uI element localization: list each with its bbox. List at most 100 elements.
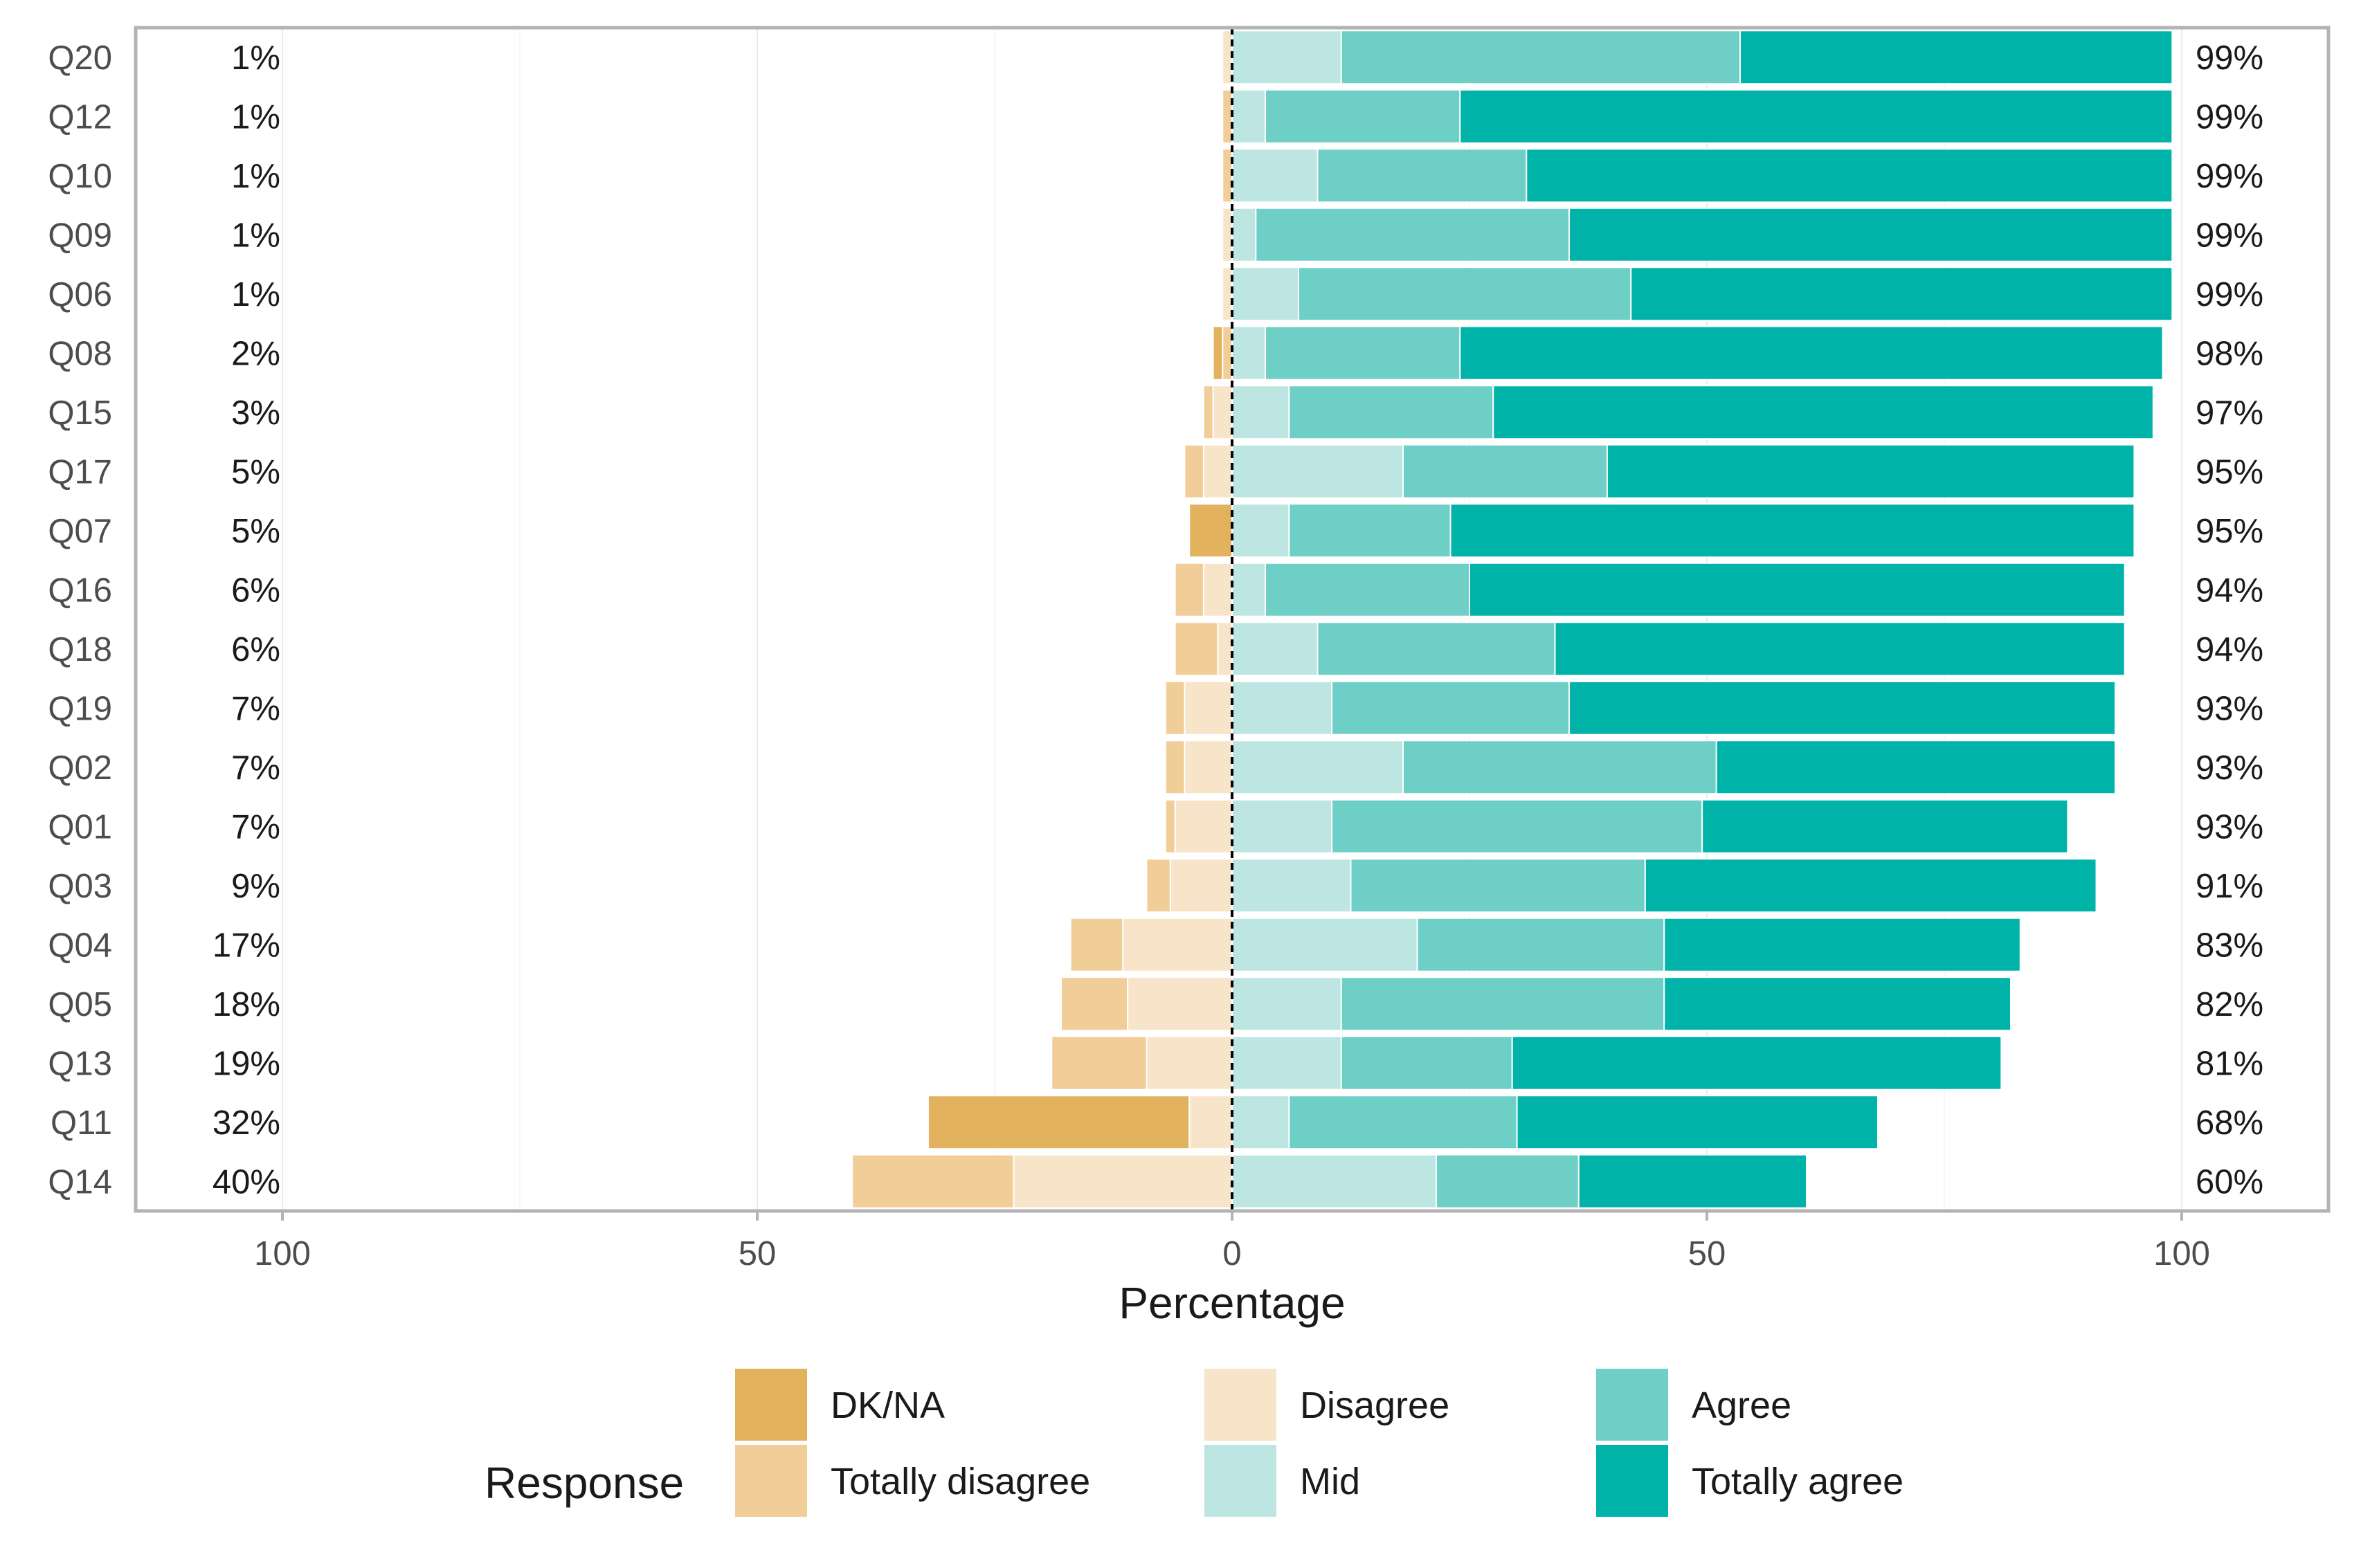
legend-label: DK/NA xyxy=(831,1385,945,1426)
x-axis-ticks: 100 50 0 50 100 xyxy=(254,1212,2210,1273)
category-label: Q12 xyxy=(48,98,112,136)
bar-q11-agree xyxy=(1288,1095,1518,1150)
left-percent-label: 6% xyxy=(231,631,280,668)
bar-q02-totally-disagree xyxy=(1164,740,1186,795)
bar-q12-agree xyxy=(1265,89,1461,144)
bar-q02-agree xyxy=(1402,740,1717,795)
bar-q16-mid xyxy=(1231,562,1267,617)
bar-q08-agree xyxy=(1265,325,1461,381)
bar-q06-agree xyxy=(1298,266,1632,322)
bar-q08-mid xyxy=(1231,325,1267,381)
bar-q06-totally-agree xyxy=(1630,266,2173,322)
category-label: Q05 xyxy=(48,986,112,1023)
legend-label: Agree xyxy=(1692,1385,1791,1426)
category-label: Q06 xyxy=(48,276,112,313)
bar-q11-dk-na xyxy=(927,1095,1191,1150)
right-percent-label: 95% xyxy=(2196,453,2263,491)
left-percent-label: 7% xyxy=(231,749,280,787)
right-percent-label: 95% xyxy=(2196,513,2263,550)
bar-q15-disagree xyxy=(1212,385,1233,440)
left-percent-label: 6% xyxy=(231,572,280,609)
bar-q12-mid xyxy=(1231,89,1267,144)
bar-q01-mid xyxy=(1231,799,1333,854)
bar-q04-mid xyxy=(1231,917,1418,972)
bar-q13-totally-disagree xyxy=(1051,1035,1148,1091)
bar-q17-agree xyxy=(1402,444,1608,499)
legend-label: Disagree xyxy=(1300,1385,1449,1426)
x-axis-title: Percentage xyxy=(1119,1278,1345,1328)
bar-q18-disagree xyxy=(1217,621,1233,677)
right-percent-label: 99% xyxy=(2196,276,2263,313)
bar-q11-disagree xyxy=(1188,1095,1233,1150)
right-percent-label: 60% xyxy=(2196,1163,2263,1201)
legend: Response DK/NA Totally disagree Disagree Mi… xyxy=(485,1369,1903,1517)
bar-q01-totally-disagree xyxy=(1164,799,1176,854)
left-percent-label: 1% xyxy=(231,39,280,77)
bars xyxy=(851,30,2173,1209)
left-percent-label: 7% xyxy=(231,808,280,846)
bar-q16-totally-agree xyxy=(1469,562,2126,617)
bar-q06-mid xyxy=(1231,266,1300,322)
bar-q09-totally-agree xyxy=(1568,207,2173,262)
right-percent-label: 83% xyxy=(2196,927,2263,964)
right-percent-label: 99% xyxy=(2196,39,2263,77)
category-label: Q14 xyxy=(48,1163,112,1201)
category-label: Q03 xyxy=(48,868,112,905)
left-percent-label: 3% xyxy=(231,394,280,432)
bar-q16-disagree xyxy=(1202,562,1233,617)
bar-q07-totally-agree xyxy=(1449,503,2135,558)
right-percent-label: 98% xyxy=(2196,335,2263,372)
right-percent-label: 94% xyxy=(2196,631,2263,668)
bar-q17-disagree xyxy=(1202,444,1233,499)
left-percent-label: 1% xyxy=(231,158,280,195)
bar-q19-disagree xyxy=(1184,680,1233,736)
left-percent-label: 17% xyxy=(212,927,280,964)
bar-q13-disagree xyxy=(1146,1035,1233,1091)
bar-q12-totally-disagree xyxy=(1222,89,1233,144)
bar-q14-mid xyxy=(1231,1154,1437,1209)
left-percent-label: 9% xyxy=(231,868,280,905)
bar-q01-totally-agree xyxy=(1701,799,2069,854)
bar-q02-mid xyxy=(1231,740,1404,795)
bar-q14-disagree xyxy=(1013,1154,1233,1209)
category-label: Q15 xyxy=(48,394,112,432)
bar-q03-mid xyxy=(1231,858,1352,913)
bar-q01-disagree xyxy=(1174,799,1233,854)
right-percent-label: 94% xyxy=(2196,572,2263,609)
bar-q05-disagree xyxy=(1127,976,1233,1032)
category-label: Q07 xyxy=(48,513,112,550)
bar-q14-totally-disagree xyxy=(851,1154,1015,1209)
bar-q07-mid xyxy=(1231,503,1290,558)
left-percent-label: 1% xyxy=(231,276,280,313)
legend-label: Totally agree xyxy=(1692,1461,1903,1502)
bar-q17-totally-disagree xyxy=(1184,444,1204,499)
category-label: Q02 xyxy=(48,749,112,787)
bar-q19-agree xyxy=(1331,680,1571,736)
legend-swatch-dk-na xyxy=(735,1369,807,1441)
bar-q13-mid xyxy=(1231,1035,1342,1091)
bar-q09-agree xyxy=(1255,207,1571,262)
bar-q08-dk-na xyxy=(1212,325,1224,381)
bar-q05-mid xyxy=(1231,976,1342,1032)
bar-q16-agree xyxy=(1265,562,1471,617)
bar-q06-disagree xyxy=(1222,266,1233,322)
bar-q14-totally-agree xyxy=(1577,1154,1808,1209)
bar-q20-disagree xyxy=(1222,30,1233,85)
x-tick-label: 50 xyxy=(1688,1235,1726,1273)
bar-q09-mid xyxy=(1231,207,1257,262)
bar-q10-totally-agree xyxy=(1526,148,2173,203)
legend-swatch-disagree xyxy=(1204,1369,1276,1441)
category-label: Q17 xyxy=(48,453,112,491)
bar-q17-totally-agree xyxy=(1606,444,2135,499)
right-percent-label: 93% xyxy=(2196,749,2263,787)
right-percent-label: 99% xyxy=(2196,217,2263,254)
left-percent-label: 1% xyxy=(231,217,280,254)
category-labels: Q20 Q12 Q10 Q09 Q06 Q08 Q15 Q17 Q07 Q16 Q18 Q19 Q02 Q… xyxy=(48,39,112,1201)
left-percent-label: 40% xyxy=(212,1163,280,1201)
left-percent-label: 5% xyxy=(231,513,280,550)
bar-q10-totally-disagree xyxy=(1222,148,1233,203)
bar-q19-totally-agree xyxy=(1568,680,2116,736)
bar-q08-totally-agree xyxy=(1459,325,2164,381)
right-percent-label: 97% xyxy=(2196,394,2263,432)
